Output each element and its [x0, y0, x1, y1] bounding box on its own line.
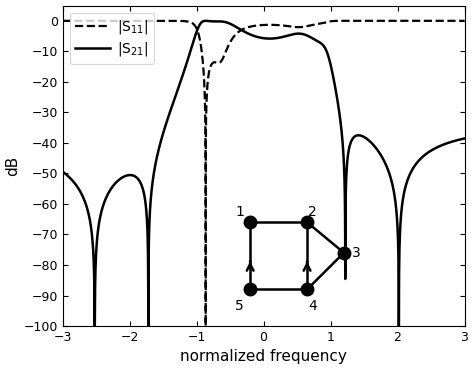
|S$_{21}$|	[458, 137, 464, 141]
|S$_{11}$|	[157, 18, 163, 23]
|S$_{21}$|	[157, 141, 163, 146]
X-axis label: normalized frequency: normalized frequency	[180, 349, 347, 364]
|S$_{21}$|	[462, 136, 467, 141]
|S$_{11}$|	[155, 18, 161, 23]
|S$_{21}$|	[92, 324, 98, 328]
|S$_{21}$|	[211, 19, 217, 24]
|S$_{11}$|	[211, 60, 217, 64]
Text: 3: 3	[352, 246, 360, 260]
|S$_{11}$|	[153, 18, 159, 23]
Text: 5: 5	[235, 299, 244, 313]
Text: 1: 1	[235, 205, 244, 219]
|S$_{21}$|	[153, 159, 159, 164]
|S$_{11}$|	[240, 27, 246, 31]
Text: 2: 2	[308, 205, 317, 219]
Text: 4: 4	[308, 299, 317, 313]
Line: |S$_{11}$|: |S$_{11}$|	[63, 21, 465, 326]
Legend: |S$_{11}$|, |S$_{21}$|: |S$_{11}$|, |S$_{21}$|	[70, 13, 154, 64]
|S$_{21}$|	[155, 149, 161, 154]
|S$_{11}$|	[92, 18, 98, 23]
|S$_{21}$|	[203, 18, 209, 23]
|S$_{11}$|	[462, 18, 467, 23]
|S$_{21}$|	[240, 28, 246, 33]
|S$_{11}$|	[203, 324, 209, 328]
|S$_{21}$|	[60, 169, 65, 174]
|S$_{11}$|	[60, 18, 65, 23]
Y-axis label: dB: dB	[6, 156, 20, 176]
Line: |S$_{21}$|: |S$_{21}$|	[63, 21, 465, 326]
|S$_{11}$|	[458, 18, 464, 23]
